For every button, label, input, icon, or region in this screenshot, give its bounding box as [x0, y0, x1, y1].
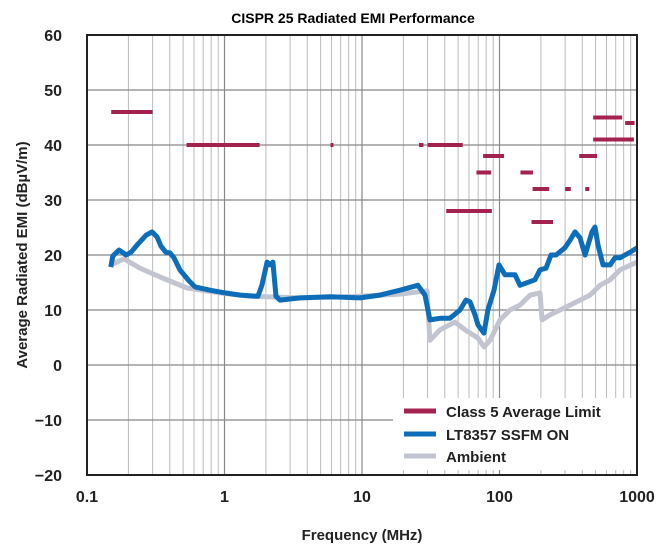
x-tick-label: 0.1 — [76, 489, 98, 506]
y-tick-label: −10 — [35, 413, 62, 430]
legend-label-ssfm: LT8357 SSFM ON — [446, 427, 569, 444]
y-tick-label: 10 — [44, 303, 62, 320]
ssfm-trace — [108, 224, 639, 336]
x-tick-label: 100 — [486, 489, 513, 506]
y-tick-label: 30 — [44, 193, 62, 210]
x-axis-label: Frequency (MHz) — [302, 527, 423, 544]
y-axis-label: Average Radiated EMI (dBµV/m) — [14, 141, 31, 368]
legend-label-limit: Class 5 Average Limit — [446, 404, 601, 421]
y-tick-label: 20 — [44, 248, 62, 265]
plot-frame — [86, 34, 638, 476]
y-tick-label: 0 — [53, 358, 62, 375]
y-tick-labels: −20 −10 0 10 20 30 40 50 60 — [35, 28, 62, 485]
x-tick-label: 10 — [353, 489, 371, 506]
x-tick-label: 1 — [220, 489, 229, 506]
limit-series — [111, 110, 635, 224]
trace-series — [108, 224, 639, 350]
y-tick-label: 40 — [44, 138, 62, 155]
legend: Class 5 Average Limit LT8357 SSFM ON Amb… — [393, 398, 636, 470]
x-tick-label: 1000 — [619, 489, 655, 506]
y-tick-label: 50 — [44, 83, 62, 100]
ambient-trace — [109, 256, 639, 350]
x-tick-labels: 0.1 1 10 100 1000 — [76, 489, 655, 506]
chart-title: CISPR 25 Radiated EMI Performance — [231, 10, 475, 26]
legend-label-ambient: Ambient — [446, 449, 506, 466]
y-tick-label: 60 — [44, 28, 62, 45]
y-tick-label: −20 — [35, 468, 62, 485]
